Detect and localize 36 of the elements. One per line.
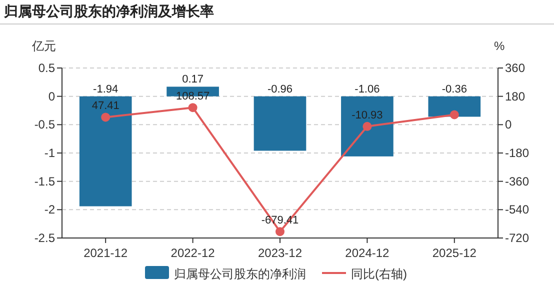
y2-tick-label: 180	[505, 89, 526, 104]
legend-label: 归属母公司股东的净利润	[174, 267, 306, 281]
y2-tick-label: -360	[505, 174, 530, 188]
chart-title: 归属母公司股东的净利润及增长率	[3, 3, 214, 19]
y-tick-label: 0.5	[38, 61, 56, 75]
data-label: -1.94	[93, 83, 118, 96]
point	[362, 122, 372, 131]
data-label: -0.96	[267, 83, 293, 96]
x-tick-label: 2023-12	[258, 246, 302, 260]
data-label: -1.06	[354, 83, 380, 96]
y2-axis-title: %	[494, 39, 505, 53]
y-tick-label: -1	[44, 146, 56, 160]
x-tick-label: 2022-12	[170, 246, 216, 260]
y-tick-label: -2	[44, 202, 56, 217]
y-tick-label: -2.5	[34, 231, 56, 245]
y2-tick-label: 360	[505, 61, 526, 75]
y-tick-label: 0	[48, 89, 56, 104]
y2-tick-label: -540	[505, 202, 530, 217]
y2-tick-label: -720	[505, 231, 530, 245]
y2-tick-label: 0	[505, 118, 512, 132]
y-tick-label: -0.5	[34, 118, 56, 132]
data-label: -10.93	[352, 109, 383, 122]
point	[101, 112, 110, 122]
x-tick-label: 2024-12	[345, 246, 390, 260]
point	[188, 103, 198, 112]
x-tick-label: 2025-12	[432, 246, 477, 260]
point	[276, 227, 284, 236]
y-axis-title: 亿元	[31, 39, 56, 53]
y2-tick-label: -180	[505, 146, 530, 160]
point	[450, 110, 459, 120]
legend-label: 同比(右轴)	[351, 267, 407, 281]
data-label: 0.17	[182, 74, 204, 86]
x-tick-label: 2021-12	[84, 246, 128, 260]
y-tick-label: -1.5	[34, 174, 56, 188]
data-label: 47.41	[92, 100, 120, 112]
data-label: -0.36	[442, 83, 467, 96]
